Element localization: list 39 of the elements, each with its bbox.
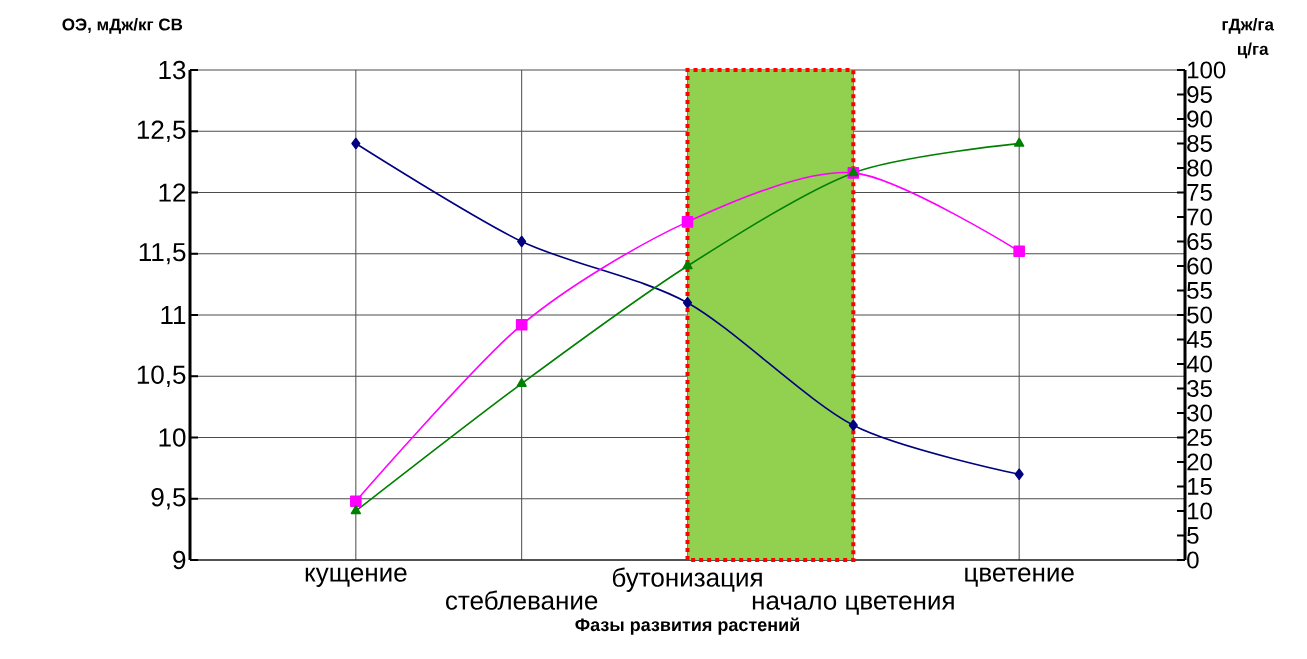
y-tick-label: 12,5: [137, 120, 186, 142]
y2-axis-title: гДж/га: [1222, 18, 1275, 34]
y2-tick-label: 30: [1187, 404, 1212, 422]
y2-tick-label: 45: [1186, 331, 1212, 348]
y2-tick-label: 40: [1186, 355, 1212, 373]
y-tick-label: 11,5: [139, 243, 186, 265]
y2-tick-label: 90: [1187, 110, 1212, 128]
y-tick-label: 11: [161, 306, 186, 324]
y2-tick-label: 50: [1187, 306, 1212, 324]
x-axis-title: Фазы развития растений: [575, 617, 799, 635]
y2-tick-label: 10: [1188, 502, 1212, 520]
y-tick-label: 13: [159, 60, 186, 80]
x-tick-label: начало цветения: [752, 595, 954, 615]
y2-tick-label: 25: [1187, 429, 1212, 446]
y2-tick-label: 20: [1187, 453, 1212, 471]
y2-tick-label: 80: [1187, 159, 1212, 177]
y-tick-label: 12: [159, 183, 186, 202]
x-tick-label: стеблевание: [446, 590, 598, 610]
y2-tick-label: 15: [1188, 478, 1212, 495]
y-axis-title: ОЭ, мДж/кг СВ: [62, 18, 183, 34]
x-tick-label: бутонизация: [612, 567, 762, 592]
y-tick-label: 10: [159, 428, 186, 447]
y2-tick-label: 70: [1187, 208, 1212, 226]
y2-tick-label: 5: [1187, 527, 1199, 544]
y2-tick-label: 95: [1187, 86, 1212, 103]
y2-tick-label: 35: [1187, 380, 1212, 397]
y-tick-label: 9,5: [151, 488, 186, 510]
y2-tick-label: 75: [1187, 184, 1212, 201]
y2-tick-label: 60: [1187, 257, 1212, 275]
y2-tick-label: 0: [1187, 551, 1199, 569]
y2-tick-label: 55: [1187, 282, 1212, 299]
y2-tick-label: 85: [1187, 135, 1212, 152]
y2-tick-label: 65: [1187, 233, 1212, 250]
y2-tick-label: 100: [1188, 61, 1226, 79]
text: ц/га: [1238, 42, 1269, 59]
x-tick-label: кущение: [305, 567, 407, 587]
x-tick-label: цветение: [965, 567, 1074, 587]
y-tick-label: 9: [173, 550, 186, 570]
y-tick-label: 10,5: [137, 365, 186, 387]
